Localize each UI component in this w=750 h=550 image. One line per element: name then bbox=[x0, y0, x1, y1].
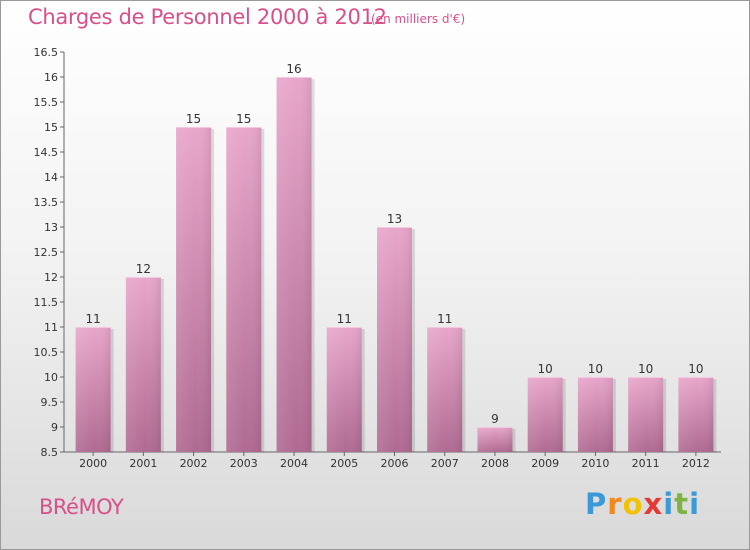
chart-subtitle: (en milliers d'€) bbox=[371, 12, 466, 26]
bar-shine bbox=[326, 327, 362, 452]
bar-shine bbox=[577, 377, 613, 452]
bar-shine bbox=[527, 377, 563, 452]
chart-title: Charges de Personnel 2000 à 2012 bbox=[28, 5, 387, 29]
bar-shine bbox=[427, 327, 463, 452]
data-labels: 11 12 15 15 16 11 13 11 9 10 10 10 10 bbox=[85, 62, 703, 426]
data-label: 11 bbox=[437, 312, 452, 326]
bar-shine bbox=[125, 277, 161, 452]
data-label: 11 bbox=[337, 312, 352, 326]
logo-letter: P bbox=[585, 487, 608, 521]
data-label: 10 bbox=[638, 362, 653, 376]
data-label: 10 bbox=[688, 362, 703, 376]
y-tick-label: 11.5 bbox=[34, 296, 59, 309]
x-tick-label: 2007 bbox=[431, 457, 459, 470]
y-tick-label: 10.5 bbox=[34, 346, 59, 359]
x-tick-label: 2004 bbox=[280, 457, 308, 470]
y-tick-label: 12 bbox=[44, 271, 58, 284]
data-label: 15 bbox=[186, 112, 201, 126]
y-tick-label: 16 bbox=[44, 71, 58, 84]
y-tick-label: 11 bbox=[44, 321, 58, 334]
bar-shine bbox=[678, 377, 714, 452]
logo-letter: i bbox=[689, 487, 701, 521]
logo-letter: r bbox=[607, 487, 623, 521]
x-tick-label: 2005 bbox=[330, 457, 358, 470]
logo-letter: x bbox=[643, 487, 664, 521]
commune-name: BRéMOY bbox=[39, 495, 124, 519]
data-label: 16 bbox=[286, 62, 301, 76]
x-tick-label: 2010 bbox=[581, 457, 609, 470]
bar-shine bbox=[628, 377, 664, 452]
axes: 8.599.51010.51111.51212.51313.51414.5151… bbox=[34, 46, 721, 470]
logo-letter: t bbox=[674, 487, 690, 521]
y-tick-label: 15 bbox=[44, 121, 58, 134]
data-label: 15 bbox=[236, 112, 251, 126]
bar-shine bbox=[377, 227, 412, 452]
y-tick-label: 8.5 bbox=[41, 446, 59, 459]
x-tick-label: 2009 bbox=[531, 457, 559, 470]
bar-shine bbox=[75, 327, 111, 452]
y-tick-label: 10 bbox=[44, 371, 58, 384]
logo-letter: i bbox=[663, 487, 675, 521]
y-tick-label: 9 bbox=[51, 421, 58, 434]
y-tick-label: 15.5 bbox=[34, 96, 59, 109]
proxiti-logo: Proxiti bbox=[585, 487, 700, 521]
y-tick-label: 12.5 bbox=[34, 246, 59, 259]
x-tick-label: 2002 bbox=[180, 457, 208, 470]
x-tick-label: 2011 bbox=[632, 457, 660, 470]
data-label: 13 bbox=[387, 212, 402, 226]
x-tick-label: 2008 bbox=[481, 457, 509, 470]
bar-shine bbox=[176, 127, 212, 452]
data-label: 9 bbox=[491, 412, 499, 426]
data-label: 10 bbox=[538, 362, 553, 376]
y-tick-label: 13.5 bbox=[34, 196, 59, 209]
x-tick-label: 2001 bbox=[129, 457, 157, 470]
data-label: 12 bbox=[136, 262, 151, 276]
x-tick-label: 2003 bbox=[230, 457, 258, 470]
bar-shine bbox=[276, 77, 312, 452]
x-tick-label: 2000 bbox=[79, 457, 107, 470]
logo-letter: o bbox=[622, 487, 644, 521]
y-tick-label: 13 bbox=[44, 221, 58, 234]
bar-shine bbox=[477, 427, 513, 452]
data-label: 11 bbox=[85, 312, 100, 326]
x-tick-label: 2012 bbox=[682, 457, 710, 470]
y-tick-label: 9.5 bbox=[41, 396, 59, 409]
bars bbox=[75, 77, 717, 452]
y-tick-label: 16.5 bbox=[34, 46, 59, 59]
data-label: 10 bbox=[588, 362, 603, 376]
y-tick-label: 14 bbox=[44, 171, 58, 184]
x-tick-label: 2006 bbox=[381, 457, 409, 470]
bar-shine bbox=[226, 127, 262, 452]
y-tick-label: 14.5 bbox=[34, 146, 59, 159]
